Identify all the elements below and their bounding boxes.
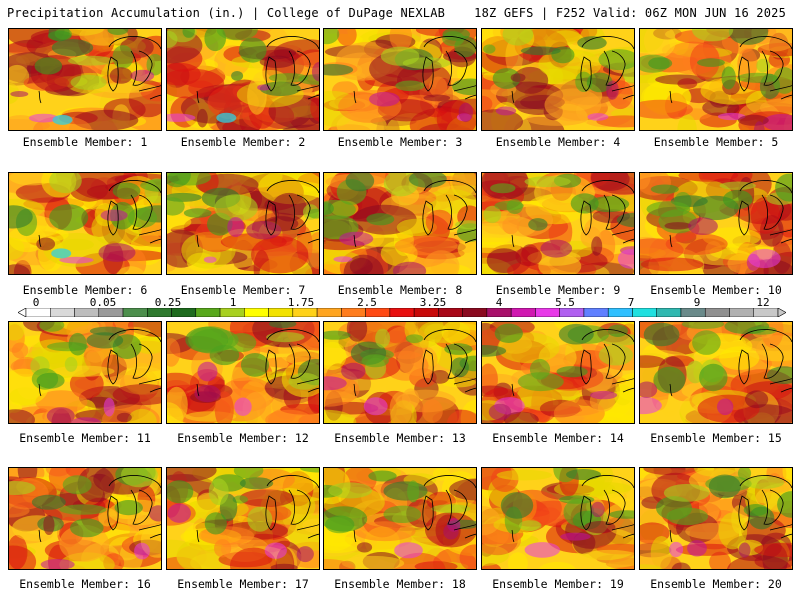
ensemble-member-label: Ensemble Member: 9 bbox=[495, 283, 621, 297]
ensemble-member-map bbox=[323, 321, 477, 424]
ensemble-member-label: Ensemble Member: 3 bbox=[337, 135, 463, 149]
ensemble-member-map bbox=[481, 321, 635, 424]
ensemble-member-map bbox=[323, 28, 477, 131]
ensemble-member-map bbox=[8, 172, 162, 275]
ensemble-member-label: Ensemble Member: 14 bbox=[492, 431, 624, 445]
colorbar-tick-label: 0.05 bbox=[89, 296, 117, 309]
colorbar-tick-label: 12 bbox=[756, 296, 770, 309]
colorbar-tick-label: 1 bbox=[229, 296, 237, 309]
ensemble-member-label: Ensemble Member: 15 bbox=[650, 431, 782, 445]
ensemble-member-label: Ensemble Member: 19 bbox=[492, 577, 624, 591]
ensemble-member-label: Ensemble Member: 7 bbox=[180, 283, 306, 297]
precipitation-colorbar bbox=[18, 308, 786, 317]
ensemble-member-map bbox=[639, 28, 793, 131]
ensemble-member-map bbox=[639, 172, 793, 275]
colorbar-tick-label: 1.75 bbox=[287, 296, 315, 309]
ensemble-member-label: Ensemble Member: 8 bbox=[337, 283, 463, 297]
ensemble-member-label: Ensemble Member: 6 bbox=[22, 283, 148, 297]
ensemble-member-map bbox=[166, 321, 320, 424]
ensemble-member-label: Ensemble Member: 17 bbox=[177, 577, 309, 591]
colorbar-tick-label: 5.5 bbox=[555, 296, 575, 309]
ensemble-member-label: Ensemble Member: 4 bbox=[495, 135, 621, 149]
ensemble-member-label: Ensemble Member: 1 bbox=[22, 135, 148, 149]
ensemble-member-map bbox=[166, 28, 320, 131]
ensemble-member-map bbox=[8, 467, 162, 570]
ensemble-member-label: Ensemble Member: 20 bbox=[650, 577, 782, 591]
ensemble-member-label: Ensemble Member: 11 bbox=[19, 431, 151, 445]
ensemble-member-map bbox=[481, 467, 635, 570]
ensemble-member-map bbox=[166, 172, 320, 275]
colorbar-tick-label: 7 bbox=[627, 296, 635, 309]
ensemble-member-label: Ensemble Member: 5 bbox=[653, 135, 779, 149]
ensemble-member-label: Ensemble Member: 16 bbox=[19, 577, 151, 591]
ensemble-member-label: Ensemble Member: 10 bbox=[650, 283, 782, 297]
ensemble-member-label: Ensemble Member: 18 bbox=[334, 577, 466, 591]
ensemble-member-map bbox=[323, 467, 477, 570]
ensemble-member-map bbox=[639, 467, 793, 570]
colorbar-tick-label: 3.25 bbox=[419, 296, 447, 309]
colorbar-tick-label: 2.5 bbox=[357, 296, 377, 309]
ensemble-member-label: Ensemble Member: 13 bbox=[334, 431, 466, 445]
map-title: Precipitation Accumulation (in.) | Colle… bbox=[7, 6, 446, 20]
ensemble-member-map bbox=[481, 28, 635, 131]
ensemble-member-map bbox=[8, 321, 162, 424]
colorbar-tick-label: 0 bbox=[32, 296, 40, 309]
colorbar-tick-label: 9 bbox=[693, 296, 701, 309]
ensemble-member-map bbox=[323, 172, 477, 275]
ensemble-member-label: Ensemble Member: 12 bbox=[177, 431, 309, 445]
ensemble-member-map bbox=[8, 28, 162, 131]
ensemble-member-map bbox=[166, 467, 320, 570]
colorbar-tick-label: 0.25 bbox=[154, 296, 182, 309]
ensemble-member-map bbox=[481, 172, 635, 275]
ensemble-member-map bbox=[639, 321, 793, 424]
model-valid-time: 18Z GEFS | F252 Valid: 06Z MON JUN 16 20… bbox=[474, 6, 786, 20]
ensemble-member-label: Ensemble Member: 2 bbox=[180, 135, 306, 149]
colorbar-tick-label: 4 bbox=[495, 296, 503, 309]
